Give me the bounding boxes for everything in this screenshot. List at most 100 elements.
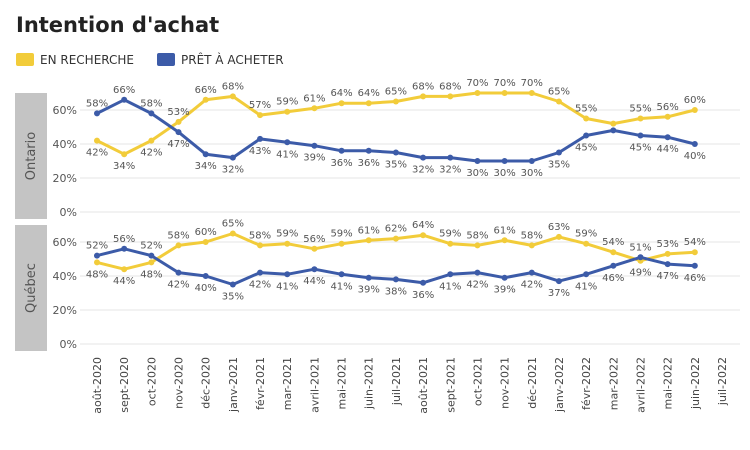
data-point-en-recherche <box>365 237 372 244</box>
data-label: 55% <box>575 104 597 115</box>
x-tick-label: déc-2020 <box>200 357 213 409</box>
chart-title: Intention d'achat <box>16 13 219 37</box>
data-label: 46% <box>684 273 706 284</box>
data-label: 58% <box>140 98 162 109</box>
data-label: 42% <box>521 280 543 291</box>
data-label: 61% <box>303 93 325 104</box>
data-label: 61% <box>358 225 380 236</box>
data-point-en-recherche <box>664 113 671 120</box>
data-point-pret-a-acheter <box>664 261 671 268</box>
data-point-pret-a-acheter <box>637 254 644 261</box>
data-label: 57% <box>249 100 271 111</box>
data-point-pret-a-acheter <box>365 147 372 154</box>
data-label: 49% <box>629 268 651 279</box>
data-label: 47% <box>167 139 189 150</box>
x-tick-label: sept-2020 <box>118 357 131 413</box>
data-label: 44% <box>303 276 325 287</box>
data-point-pret-a-acheter <box>148 110 155 117</box>
data-label: 66% <box>195 85 217 96</box>
data-point-en-recherche <box>121 151 128 158</box>
data-point-pret-a-acheter <box>229 154 236 161</box>
data-label: 59% <box>276 229 298 240</box>
y-tick-label: 60% <box>53 104 77 117</box>
data-label: 41% <box>439 281 461 292</box>
data-label: 38% <box>385 286 407 297</box>
data-point-pret-a-acheter <box>447 154 454 161</box>
data-label: 34% <box>113 161 135 172</box>
y-tick-label: 20% <box>53 304 77 317</box>
x-tick-label: juin-2022 <box>689 357 702 410</box>
legend: EN RECHERCHE PRÊT À ACHETER <box>16 52 284 67</box>
data-label: 59% <box>330 229 352 240</box>
y-tick-label: 40% <box>53 270 77 283</box>
x-tick-label: nov-2020 <box>173 357 186 409</box>
y-tick-label: 60% <box>53 236 77 249</box>
data-label: 30% <box>493 168 515 179</box>
data-label: 42% <box>249 280 271 291</box>
data-point-pret-a-acheter <box>555 149 562 156</box>
legend-label-en-recherche: EN RECHERCHE <box>40 53 134 67</box>
data-label: 64% <box>330 88 352 99</box>
data-label: 44% <box>657 144 679 155</box>
data-label: 68% <box>222 81 244 92</box>
data-label: 70% <box>521 78 543 89</box>
data-label: 58% <box>167 230 189 241</box>
data-point-pret-a-acheter <box>664 134 671 141</box>
x-tick-label: janv-2022 <box>553 357 566 413</box>
data-point-en-recherche <box>94 259 100 266</box>
data-label: 58% <box>521 230 543 241</box>
data-point-pret-a-acheter <box>94 252 100 259</box>
data-label: 43% <box>249 146 271 157</box>
data-point-pret-a-acheter <box>610 127 617 134</box>
data-point-pret-a-acheter <box>528 269 535 276</box>
data-point-en-recherche <box>94 137 100 144</box>
data-label: 64% <box>412 220 434 231</box>
data-label: 53% <box>167 107 189 118</box>
data-point-en-recherche <box>392 98 399 105</box>
data-point-en-recherche <box>555 233 562 240</box>
data-label: 45% <box>629 143 651 154</box>
data-point-en-recherche <box>555 98 562 105</box>
data-point-en-recherche <box>257 242 264 249</box>
data-point-pret-a-acheter <box>148 252 155 259</box>
data-label: 35% <box>385 160 407 171</box>
data-label: 63% <box>548 222 570 233</box>
data-point-en-recherche <box>664 250 671 257</box>
data-label: 34% <box>195 161 217 172</box>
x-tick-label: août-2021 <box>417 357 430 414</box>
data-label: 70% <box>466 78 488 89</box>
data-point-pret-a-acheter <box>555 278 562 285</box>
data-point-en-recherche <box>501 237 508 244</box>
data-point-en-recherche <box>365 100 372 107</box>
data-point-en-recherche <box>637 115 644 122</box>
x-tick-label: mai-2022 <box>662 357 675 409</box>
panel-quebec: Québec 0% 20% 40% 60% 48% 52% 44% 56% 48% 52% 58% 42… <box>15 219 740 351</box>
data-label: 39% <box>358 285 380 296</box>
data-point-pret-a-acheter <box>691 262 698 269</box>
data-point-pret-a-acheter <box>202 151 209 158</box>
x-tick-label: févr-2022 <box>580 357 593 410</box>
data-label: 58% <box>249 230 271 241</box>
data-point-en-recherche <box>175 118 182 125</box>
data-label: 46% <box>602 273 624 284</box>
panel-label-box <box>15 225 47 351</box>
data-label: 45% <box>575 143 597 154</box>
data-label: 39% <box>493 285 515 296</box>
data-point-en-recherche <box>148 137 155 144</box>
data-label: 35% <box>222 292 244 303</box>
data-label: 36% <box>358 158 380 169</box>
data-label: 56% <box>303 234 325 245</box>
data-point-en-recherche <box>610 249 617 256</box>
data-point-pret-a-acheter <box>420 279 427 286</box>
data-point-pret-a-acheter <box>175 129 182 136</box>
x-tick-label: sept-2021 <box>444 357 457 413</box>
data-point-en-recherche <box>311 245 318 252</box>
data-label: 60% <box>684 95 706 106</box>
legend-swatch-en-recherche <box>16 53 34 66</box>
data-label: 52% <box>140 241 162 252</box>
data-label: 58% <box>466 230 488 241</box>
legend-label-pret-a-acheter: PRÊT À ACHETER <box>181 52 284 67</box>
data-label: 64% <box>358 88 380 99</box>
data-point-en-recherche <box>338 100 345 107</box>
data-label: 54% <box>602 237 624 248</box>
